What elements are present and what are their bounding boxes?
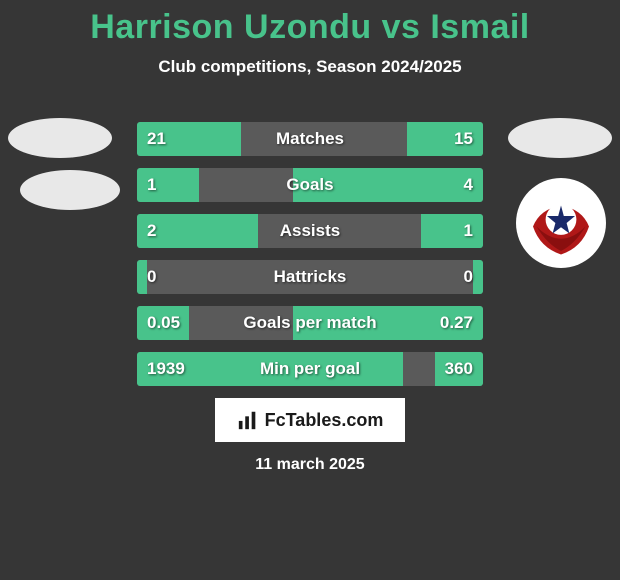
- stat-row: 2115Matches: [137, 122, 483, 156]
- stat-label: Matches: [137, 122, 483, 156]
- team-left-badge: [20, 170, 120, 210]
- stat-label: Hattricks: [137, 260, 483, 294]
- svg-text:33: 33: [557, 218, 565, 225]
- page-title: Harrison Uzondu vs Ismail: [0, 0, 620, 47]
- page-subtitle: Club competitions, Season 2024/2025: [0, 57, 620, 77]
- site-logo-text: FcTables.com: [265, 410, 384, 431]
- team-crest-icon: 33: [526, 188, 596, 258]
- stat-label: Goals per match: [137, 306, 483, 340]
- site-logo: FcTables.com: [215, 398, 405, 442]
- stat-row: 21Assists: [137, 214, 483, 248]
- stat-label: Goals: [137, 168, 483, 202]
- team-right-badge: 33: [516, 178, 606, 268]
- stat-row: 1939360Min per goal: [137, 352, 483, 386]
- chart-icon: [237, 409, 259, 431]
- player-left-avatar: [8, 118, 112, 158]
- stat-label: Assists: [137, 214, 483, 248]
- stat-row: 0.050.27Goals per match: [137, 306, 483, 340]
- stat-row: 00Hattricks: [137, 260, 483, 294]
- stat-label: Min per goal: [137, 352, 483, 386]
- player-right-avatar: [508, 118, 612, 158]
- stats-container: 2115Matches 14Goals 21Assists 00Hattricks 0.…: [137, 122, 483, 398]
- date-text: 11 march 2025: [0, 456, 620, 474]
- stat-row: 14Goals: [137, 168, 483, 202]
